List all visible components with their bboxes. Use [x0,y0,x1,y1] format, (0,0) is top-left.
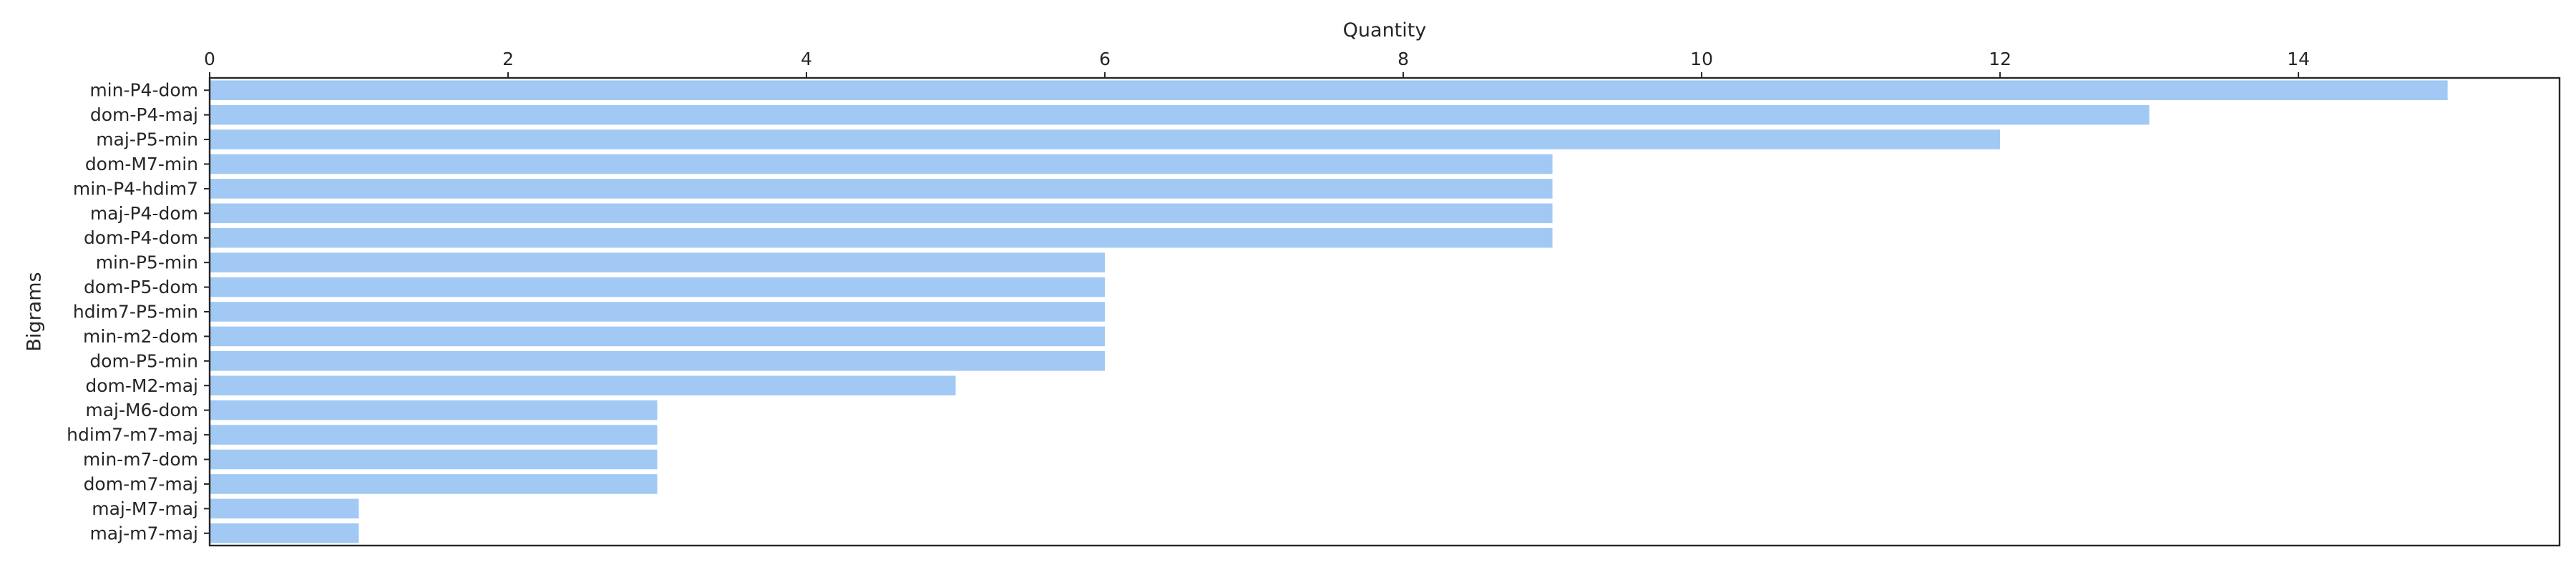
y-tick-label: maj-P5-min [96,129,198,150]
x-axis-label: Quantity [1343,19,1427,41]
bar-dom-M2-maj [210,375,956,395]
y-axis-label: Bigrams [24,272,46,351]
y-tick-label: dom-P5-min [89,350,198,371]
bar-maj-m7-maj [210,523,359,543]
x-tick-label: 6 [1099,49,1111,69]
bar-dom-M7-min [210,154,1553,174]
y-tick-label: maj-m7-maj [89,523,198,543]
x-tick-label: 12 [1989,49,2011,69]
x-ticks-group: 0 2 4 6 8 10 12 14 [204,49,2310,78]
y-tick-label: maj-M6-dom [85,400,198,420]
bar-min-m2-dom [210,327,1105,347]
bar-maj-P5-min [210,129,2000,149]
bar-maj-M6-dom [210,400,658,420]
bar-min-P4-dom [210,80,2448,100]
bar-dom-P4-dom [210,228,1553,248]
y-tick-label: dom-m7-maj [84,473,198,494]
bar-dom-P5-dom [210,277,1105,297]
bar-hdim7-m7-maj [210,425,658,445]
bar-min-m7-dom [210,450,658,470]
y-tick-label: dom-P4-maj [90,104,198,125]
bar-dom-m7-maj [210,474,658,494]
y-tick-label: min-m2-dom [83,326,198,347]
x-tick-label: 14 [2287,49,2310,69]
bars-group [210,80,2448,543]
x-tick-label: 10 [1690,49,1713,69]
y-tick-label: min-P4-dom [89,80,198,101]
bar-dom-P5-min [210,351,1105,371]
y-tick-label: min-P4-hdim7 [73,178,198,199]
bar-hdim7-P5-min [210,302,1105,322]
y-tick-label: min-m7-dom [83,449,198,470]
bar-dom-P4-maj [210,105,2150,125]
bar-maj-P4-dom [210,204,1553,224]
y-tick-label: dom-P4-dom [84,227,198,248]
y-ticks-group: min-P4-dom dom-P4-maj maj-P5-min dom-M7-min… [67,80,210,544]
x-tick-label: 2 [502,49,514,69]
bar-min-P4-hdim7 [210,179,1553,199]
y-tick-label: dom-M7-min [85,154,198,174]
y-tick-label: maj-M7-maj [92,498,198,519]
x-tick-label: 8 [1397,49,1409,69]
bar-min-P5-min [210,252,1105,272]
x-tick-label: 0 [204,49,215,69]
y-tick-label: hdim7-P5-min [73,302,198,322]
bar-maj-M7-maj [210,499,359,519]
y-tick-label: dom-M2-maj [85,375,198,396]
y-tick-label: hdim7-m7-maj [67,425,198,445]
x-tick-label: 4 [801,49,812,69]
y-tick-label: maj-P4-dom [90,203,198,224]
y-tick-label: min-P5-min [96,252,198,273]
y-tick-label: dom-P5-dom [84,277,198,297]
